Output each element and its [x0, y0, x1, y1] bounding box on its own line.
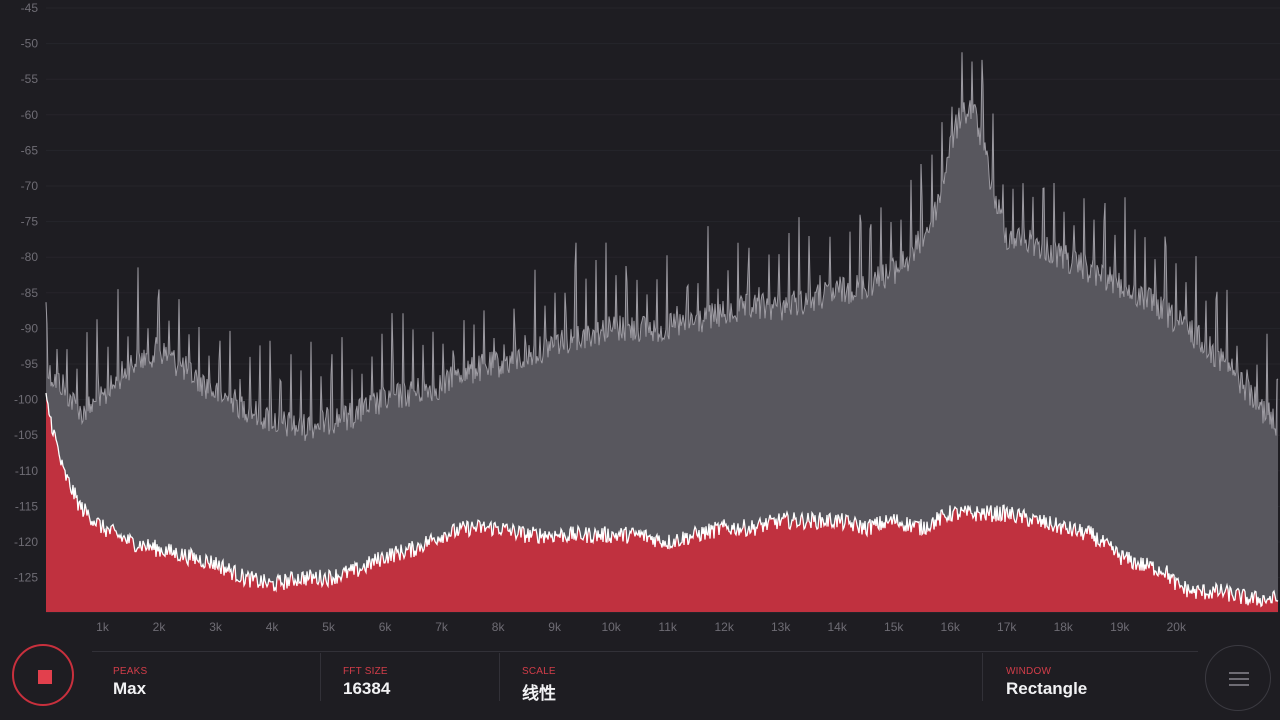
y-tick-label: -80: [21, 250, 39, 264]
x-tick-label: 11k: [658, 620, 677, 634]
x-tick-label: 6k: [379, 620, 393, 634]
divider: [499, 653, 500, 701]
x-tick-label: 18k: [1054, 620, 1074, 634]
x-tick-label: 7k: [435, 620, 449, 634]
controls-divider: [92, 651, 1198, 652]
current-series-line: [45, 392, 1279, 608]
y-tick-label: -105: [14, 428, 38, 442]
y-tick-label: -120: [14, 535, 38, 549]
control-bar: [0, 640, 1280, 720]
y-tick-label: -45: [21, 1, 39, 15]
x-tick-label: 10k: [601, 620, 621, 634]
fft-size-setting[interactable]: FFT SIZE 16384: [343, 666, 390, 699]
scale-value: 线性: [522, 684, 556, 703]
scale-label: SCALE: [522, 666, 556, 677]
x-tick-label: 20k: [1167, 620, 1187, 634]
peaks-setting[interactable]: PEAKS Max: [113, 666, 147, 699]
x-tick-label: 16k: [941, 620, 961, 634]
x-tick-label: 19k: [1110, 620, 1130, 634]
x-tick-label: 9k: [548, 620, 562, 634]
x-tick-label: 8k: [492, 620, 506, 634]
x-tick-label: 15k: [884, 620, 904, 634]
scale-setting[interactable]: SCALE 线性: [522, 666, 556, 704]
window-value: Rectangle: [1006, 679, 1088, 698]
peaks-value: Max: [113, 679, 147, 698]
y-tick-label: -55: [21, 72, 39, 86]
x-axis-labels: 1k 2k 3k 4k 5k 6k 7k 8k 9k 10k 11k 12k 13k 14k 15k 16k 1…: [96, 620, 1187, 634]
y-tick-label: -85: [21, 286, 39, 300]
stop-button[interactable]: [12, 644, 74, 706]
menu-button[interactable]: [1205, 645, 1271, 711]
y-tick-label: -90: [21, 321, 39, 335]
x-tick-label: 2k: [153, 620, 167, 634]
divider: [982, 653, 983, 701]
peak-series-line: [45, 52, 1279, 441]
x-tick-label: 1k: [96, 620, 110, 634]
y-tick-label: -115: [15, 499, 38, 513]
current-spectrum-area: [45, 392, 1279, 612]
x-tick-label: 4k: [266, 620, 280, 634]
x-tick-label: 14k: [828, 620, 848, 634]
fft-size-value: 16384: [343, 679, 391, 698]
current-series-fill: [46, 393, 1278, 612]
peak-series-fill: [46, 52, 1278, 612]
x-tick-label: 12k: [714, 620, 734, 634]
y-tick-label: -50: [21, 37, 39, 51]
y-axis-labels: -45 -50 -55 -60 -65 -70 -75 -80 -85 -90 -95 -100 -10…: [14, 1, 38, 585]
x-tick-label: 3k: [209, 620, 223, 634]
stop-icon: [38, 670, 52, 684]
y-tick-label: -100: [14, 393, 38, 407]
x-tick-label: 17k: [997, 620, 1017, 634]
y-tick-label: -60: [21, 108, 39, 122]
window-label: WINDOW: [1006, 666, 1052, 677]
y-tick-label: -95: [21, 357, 39, 371]
x-tick-label: 5k: [322, 620, 336, 634]
peak-spectrum-area: [45, 52, 1279, 612]
x-tick-label: 13k: [771, 620, 791, 634]
spectrum-plot: -45 -50 -55 -60 -65 -70 -75 -80 -85 -90 -95 -100 -10…: [14, 1, 1280, 634]
fft-size-label: FFT SIZE: [343, 666, 388, 677]
peaks-label: PEAKS: [113, 666, 148, 677]
y-tick-label: -75: [21, 215, 39, 229]
y-tick-label: -110: [15, 464, 38, 478]
y-tick-label: -125: [14, 571, 38, 585]
y-tick-label: -65: [21, 143, 39, 157]
divider: [320, 653, 321, 701]
window-setting[interactable]: WINDOW Rectangle: [1006, 666, 1087, 699]
y-tick-label: -70: [21, 179, 39, 193]
